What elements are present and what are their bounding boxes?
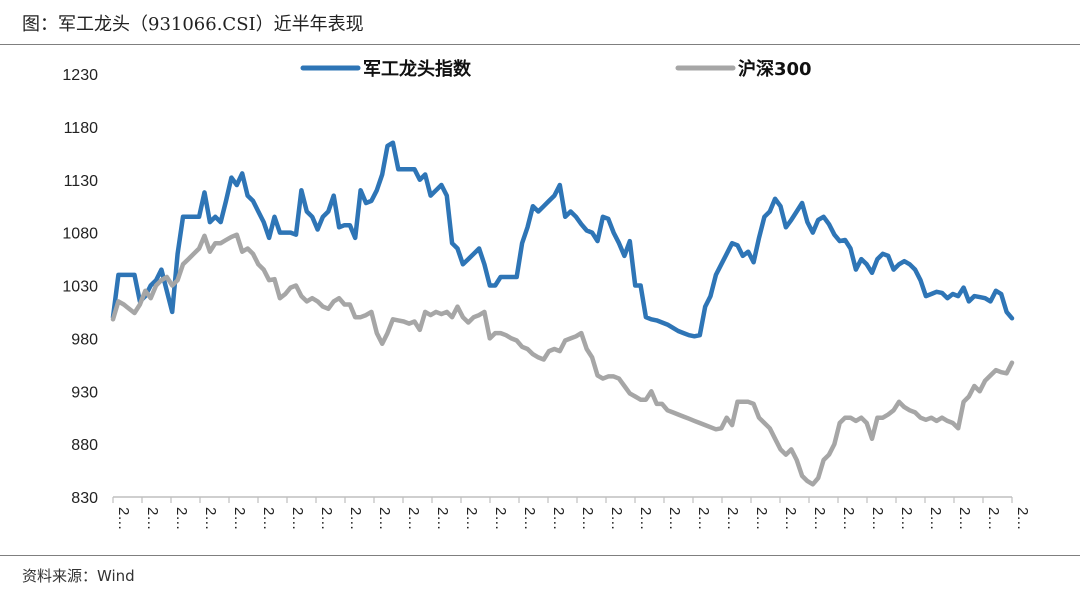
x-tick-label: 2… <box>231 507 248 530</box>
y-tick-label: 1180 <box>64 120 99 137</box>
footer-divider <box>0 555 1080 556</box>
title-bar: 图：军工龙头（931066.CSI）近半年表现 <box>0 0 1080 44</box>
x-tick-label: 2… <box>260 507 277 530</box>
x-tick-label: 2… <box>202 507 219 530</box>
title-divider <box>0 44 1080 45</box>
x-tick-label: 2… <box>550 507 567 530</box>
x-tick-label: 2… <box>666 507 683 530</box>
y-axis-labels: 1230 1180 1130 1080 1030 980 930 880 830 <box>62 67 98 507</box>
x-tick-label: 2… <box>115 507 132 530</box>
x-tick-label: 2… <box>811 507 828 530</box>
x-tick-label: 2… <box>434 507 451 530</box>
x-tick-label: 2… <box>637 507 654 530</box>
x-tick-label: 2… <box>144 507 161 530</box>
y-tick-label: 830 <box>71 490 98 507</box>
legend-label-series-1: 军工龙头指数 <box>363 58 472 80</box>
x-tick-label: 2… <box>492 507 509 530</box>
x-tick-label: 2… <box>840 507 857 530</box>
x-tick-label: 2… <box>318 507 335 530</box>
x-tick-label: 2… <box>985 507 1002 530</box>
x-tick-label: 2… <box>608 507 625 530</box>
legend: 军工龙头指数 沪深300 <box>300 58 812 80</box>
series-line-1 <box>110 140 1015 339</box>
x-tick-label: 2… <box>898 507 915 530</box>
series-lines <box>110 140 1015 487</box>
x-tick-label: 2… <box>724 507 741 530</box>
x-tick-label: 2… <box>405 507 422 530</box>
x-tick-label: 2… <box>289 507 306 530</box>
x-tick-label: 2… <box>463 507 480 530</box>
figure-title: 图：军工龙头（931066.CSI）近半年表现 <box>22 14 364 35</box>
x-tick-label: 2… <box>579 507 596 530</box>
legend-label-series-2: 沪深300 <box>738 58 812 80</box>
y-tick-label: 980 <box>71 331 98 348</box>
x-tick-label: 2… <box>869 507 886 530</box>
x-tick-label: 2… <box>173 507 190 530</box>
x-tick-label: 2… <box>521 507 538 530</box>
y-tick-label: 1030 <box>62 279 98 296</box>
y-tick-label: 880 <box>71 437 98 454</box>
x-tick-label: 2… <box>956 507 973 530</box>
source-note: 资料来源：Wind <box>22 567 135 585</box>
x-axis-ticks <box>112 497 1013 503</box>
x-tick-label: 2… <box>347 507 364 530</box>
x-tick-label: 2… <box>753 507 770 530</box>
x-tick-label: 2… <box>376 507 393 530</box>
y-tick-label: 1130 <box>64 173 99 190</box>
x-tick-label: 2… <box>695 507 712 530</box>
x-tick-label: 2… <box>1014 507 1031 530</box>
y-tick-label: 1080 <box>62 226 98 243</box>
series-line-2 <box>110 232 1015 487</box>
x-axis-labels: 2… 2… 2… 2… 2… 2… 2… 2… 2… 2… 2… 2… 2… 2… 2… 2… 2… 2… 2… 2…… <box>115 507 1031 530</box>
y-tick-label: 1230 <box>62 67 98 84</box>
x-tick-label: 2… <box>782 507 799 530</box>
x-tick-label: 2… <box>927 507 944 530</box>
y-tick-label: 930 <box>71 384 98 401</box>
